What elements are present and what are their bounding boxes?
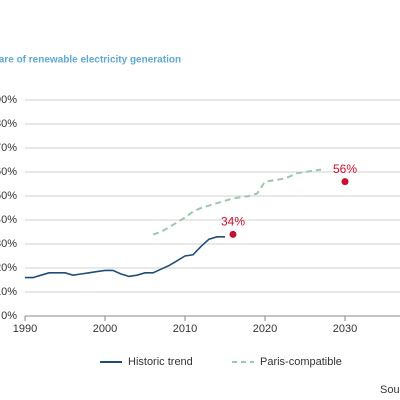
y-tick-label: 40% — [0, 214, 17, 226]
x-tick-label: 1990 — [13, 323, 37, 335]
y-tick-label: 70% — [0, 142, 17, 154]
y-tick-label: 50% — [0, 190, 17, 202]
y-tick-label: 10% — [0, 286, 17, 298]
y-tick-label: 90% — [0, 94, 17, 106]
y-tick-label: 0% — [1, 310, 17, 322]
series-line — [25, 236, 225, 279]
y-tick-label: 30% — [0, 238, 17, 250]
data-label: 34% — [221, 215, 245, 229]
data-label: 56% — [333, 162, 357, 176]
marker — [341, 178, 349, 186]
x-tick-label: 2010 — [173, 323, 197, 335]
legend-label: Historic trend — [128, 356, 193, 368]
legend-label: Paris-compatible — [260, 356, 342, 368]
source: Source — [380, 384, 400, 396]
x-tick-label: 2000 — [93, 323, 117, 335]
x-tick-label: 2030 — [333, 323, 357, 335]
series-line — [152, 168, 322, 236]
x-tick-label: 2020 — [253, 323, 277, 335]
y-tick-label: 80% — [0, 118, 17, 130]
y-tick-label: 60% — [0, 166, 17, 178]
y-tick-label: 20% — [0, 262, 17, 274]
chart-title: Share of renewable electricity generatio… — [0, 55, 181, 66]
marker — [229, 230, 237, 238]
